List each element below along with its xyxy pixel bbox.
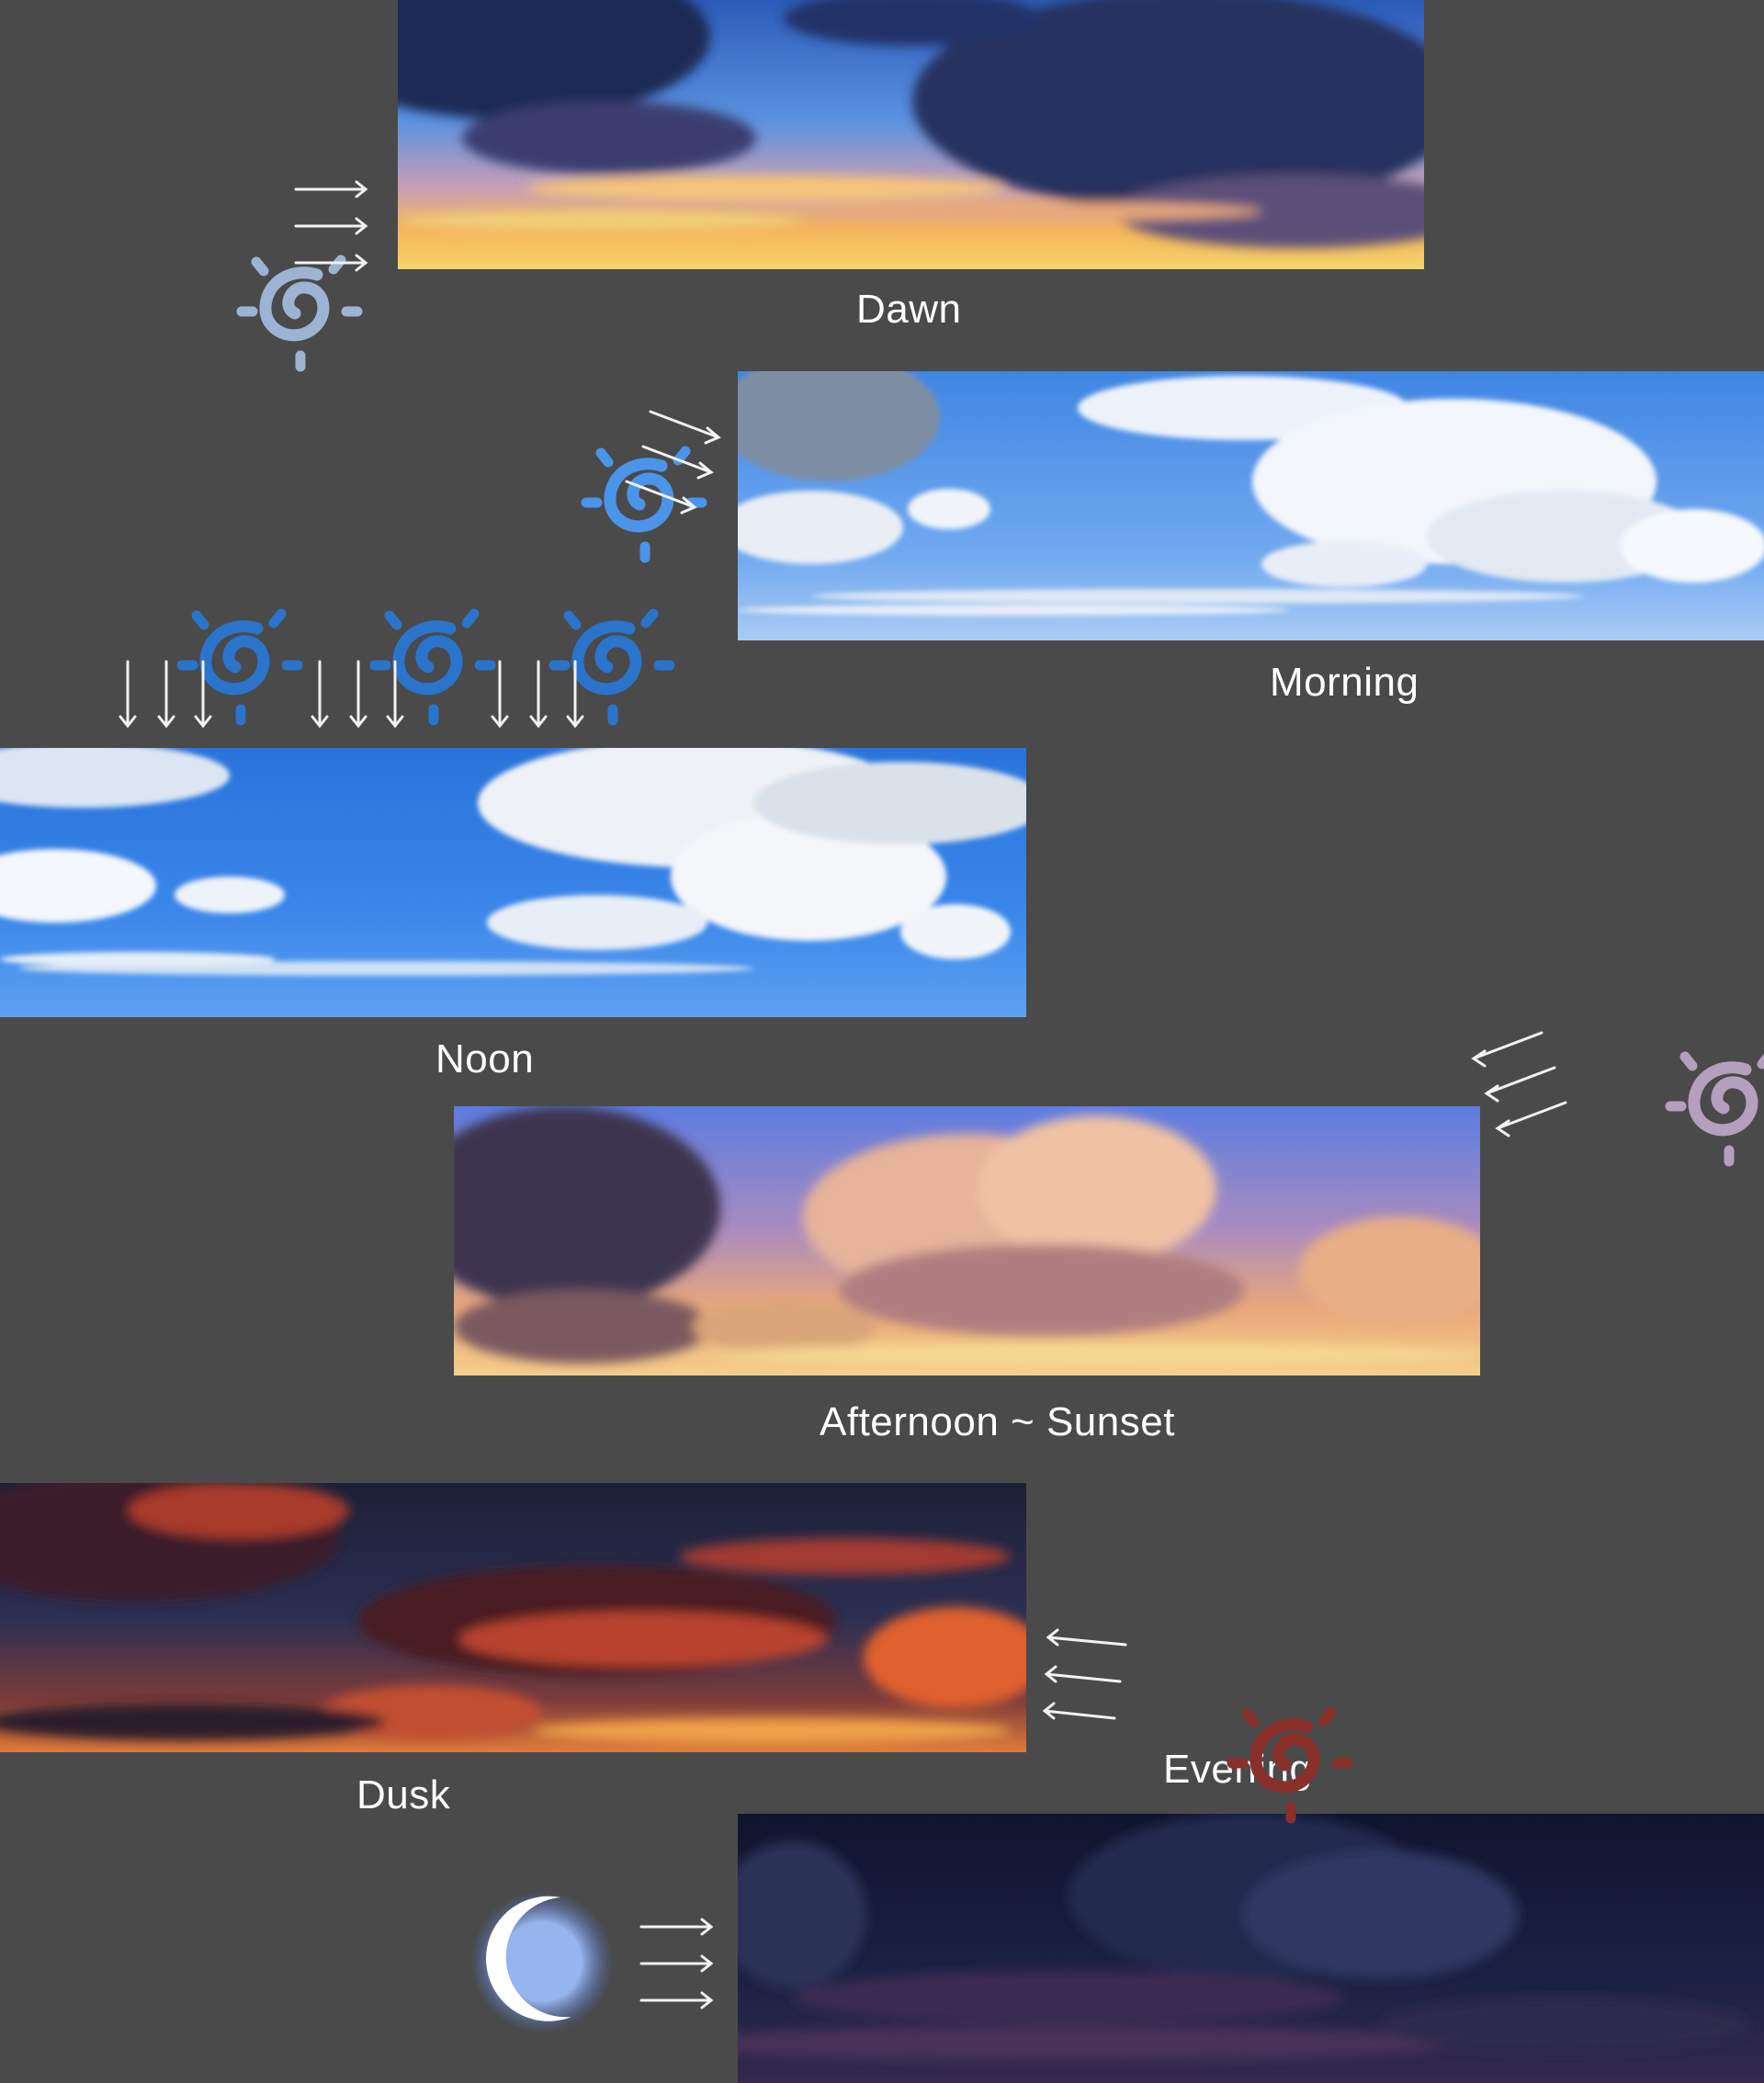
sun-icon — [464, 515, 611, 662]
arrow-icon — [1042, 1628, 1127, 1720]
dusk-sky-panel — [0, 1483, 1026, 1752]
morning-label: Morning — [1270, 660, 1419, 705]
evening-sky-panel — [738, 1814, 1764, 2083]
arrow-icon — [119, 660, 212, 729]
noon-label: Noon — [435, 1036, 535, 1081]
dawn-sky-panel — [398, 0, 1424, 269]
arrow-icon — [491, 660, 584, 729]
sun-icon — [152, 152, 299, 317]
morning-sky-panel — [738, 371, 1764, 640]
dawn-label: Dawn — [856, 287, 962, 332]
arrow-icon — [311, 660, 404, 729]
dusk-label: Dusk — [356, 1772, 451, 1817]
arrow-icon — [1471, 1031, 1567, 1138]
sun-icon — [285, 515, 432, 662]
sun-icon — [496, 352, 643, 499]
afternoon-sunset-label: Afternoon ~ Sunset — [820, 1399, 1175, 1444]
sun-icon — [92, 515, 239, 662]
sun-icon — [1142, 1613, 1289, 1760]
afternoon-sky-panel — [454, 1106, 1480, 1375]
sun-icon — [1580, 956, 1727, 1103]
noon-sky-panel — [0, 748, 1026, 1017]
arrow-icon — [625, 410, 721, 515]
arrow-icon — [294, 180, 368, 272]
crescent-moon-icon — [470, 1890, 614, 2033]
arrow-icon — [639, 1918, 714, 2009]
